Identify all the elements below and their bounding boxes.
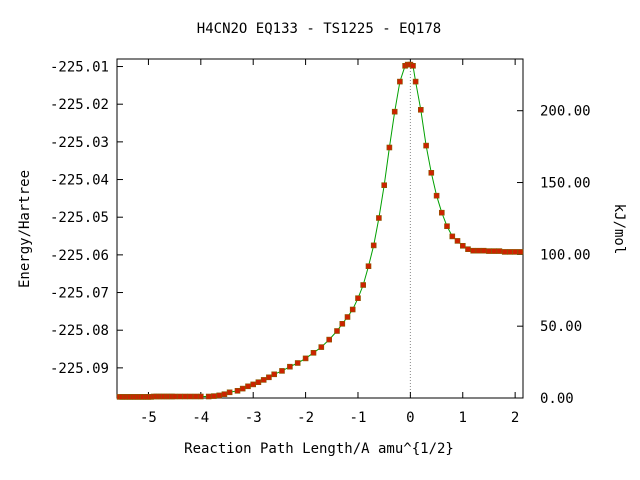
data-point bbox=[279, 368, 285, 374]
data-point bbox=[491, 248, 498, 254]
x-tick-label: 0 bbox=[406, 410, 414, 426]
data-point bbox=[417, 107, 424, 113]
x-tick-label: -5 bbox=[140, 410, 157, 426]
data-point bbox=[221, 391, 228, 398]
x-axis-label: Reaction Path Length/A amu^{1/2} bbox=[184, 441, 454, 457]
data-point bbox=[449, 233, 456, 240]
data-point bbox=[339, 320, 346, 327]
data-point bbox=[423, 142, 429, 149]
data-point bbox=[216, 392, 222, 399]
data-point bbox=[376, 215, 382, 221]
data-point bbox=[310, 349, 317, 356]
data-point bbox=[496, 248, 503, 254]
chart-title: H4CN2O EQ133 - TS1225 - EQ178 bbox=[197, 21, 441, 37]
y2-tick-label: 100.00 bbox=[540, 247, 591, 263]
data-point bbox=[386, 144, 393, 151]
y2-tick-label: 0.00 bbox=[540, 391, 574, 407]
data-point bbox=[334, 328, 340, 334]
data-point bbox=[501, 249, 508, 255]
data-point bbox=[459, 243, 466, 249]
y-tick-label: -225.09 bbox=[50, 361, 109, 377]
data-point bbox=[177, 393, 183, 400]
data-point bbox=[192, 393, 199, 400]
data-point bbox=[226, 389, 233, 396]
data-point bbox=[470, 247, 477, 254]
data-point bbox=[454, 238, 461, 244]
data-point bbox=[182, 393, 188, 400]
data-point bbox=[250, 381, 256, 388]
data-point bbox=[239, 385, 246, 392]
data-point bbox=[391, 108, 398, 115]
y2-tick-label: 150.00 bbox=[540, 176, 591, 192]
data-point bbox=[475, 247, 482, 254]
data-point bbox=[302, 355, 309, 362]
plot-area: -5 -4 -3 -2 -1 0 1 2 -225.01 -225.02 -225.03 -225.0… bbox=[50, 58, 591, 426]
data-point bbox=[517, 249, 524, 255]
plot-frame bbox=[116, 58, 524, 399]
y-tick-label: -225.03 bbox=[50, 135, 109, 151]
data-point bbox=[326, 336, 333, 343]
data-point bbox=[187, 393, 194, 400]
y2-tick-label: 50.00 bbox=[540, 319, 582, 335]
data-point bbox=[255, 379, 262, 386]
x-tick-label: -2 bbox=[297, 410, 314, 426]
data-point bbox=[365, 263, 372, 270]
y-tick-label: -225.08 bbox=[50, 323, 109, 339]
data-point bbox=[370, 242, 377, 249]
data-point bbox=[234, 387, 241, 394]
data-point bbox=[260, 377, 267, 383]
data-point bbox=[512, 249, 518, 255]
data-point bbox=[444, 223, 450, 229]
y-tick-label: -225.02 bbox=[50, 97, 109, 113]
data-point bbox=[287, 363, 293, 370]
data-point bbox=[412, 78, 419, 85]
y-tick-label: -225.01 bbox=[50, 60, 109, 76]
data-point bbox=[381, 182, 388, 188]
data-point bbox=[318, 344, 325, 350]
data-point bbox=[428, 170, 435, 176]
data-point bbox=[355, 295, 361, 302]
data-point bbox=[344, 314, 351, 320]
data-point bbox=[486, 248, 492, 254]
y-tick-label: -225.07 bbox=[50, 286, 109, 302]
x-tick-label: -1 bbox=[350, 410, 367, 426]
x-tick-label: 1 bbox=[459, 410, 467, 426]
y2-tick-label: 200.00 bbox=[540, 104, 591, 120]
data-point bbox=[266, 374, 272, 381]
y-axis-label: Energy/Hartree bbox=[17, 170, 33, 288]
data-point bbox=[397, 78, 403, 85]
x-tick-label: -3 bbox=[245, 410, 262, 426]
data-point bbox=[294, 360, 301, 366]
data-point bbox=[507, 249, 513, 255]
data-point bbox=[433, 192, 440, 199]
data-point bbox=[360, 282, 367, 288]
data-point bbox=[211, 393, 217, 399]
data-point bbox=[198, 393, 204, 400]
data-point bbox=[171, 393, 178, 400]
x-tick-label: -4 bbox=[192, 410, 209, 426]
data-point bbox=[245, 383, 251, 390]
y-tick-label: -225.04 bbox=[50, 173, 109, 189]
data-point bbox=[465, 246, 471, 252]
y-tick-label: -225.05 bbox=[50, 210, 109, 226]
data-point bbox=[410, 62, 416, 69]
data-point bbox=[349, 306, 356, 313]
data-point bbox=[480, 247, 487, 254]
data-point bbox=[438, 209, 445, 216]
data-point bbox=[271, 371, 278, 378]
y-tick-label: -225.06 bbox=[50, 248, 109, 264]
data-point bbox=[205, 393, 212, 400]
y2-axis-label: kJ/mol bbox=[611, 204, 627, 255]
x-tick-label: 2 bbox=[511, 410, 519, 426]
